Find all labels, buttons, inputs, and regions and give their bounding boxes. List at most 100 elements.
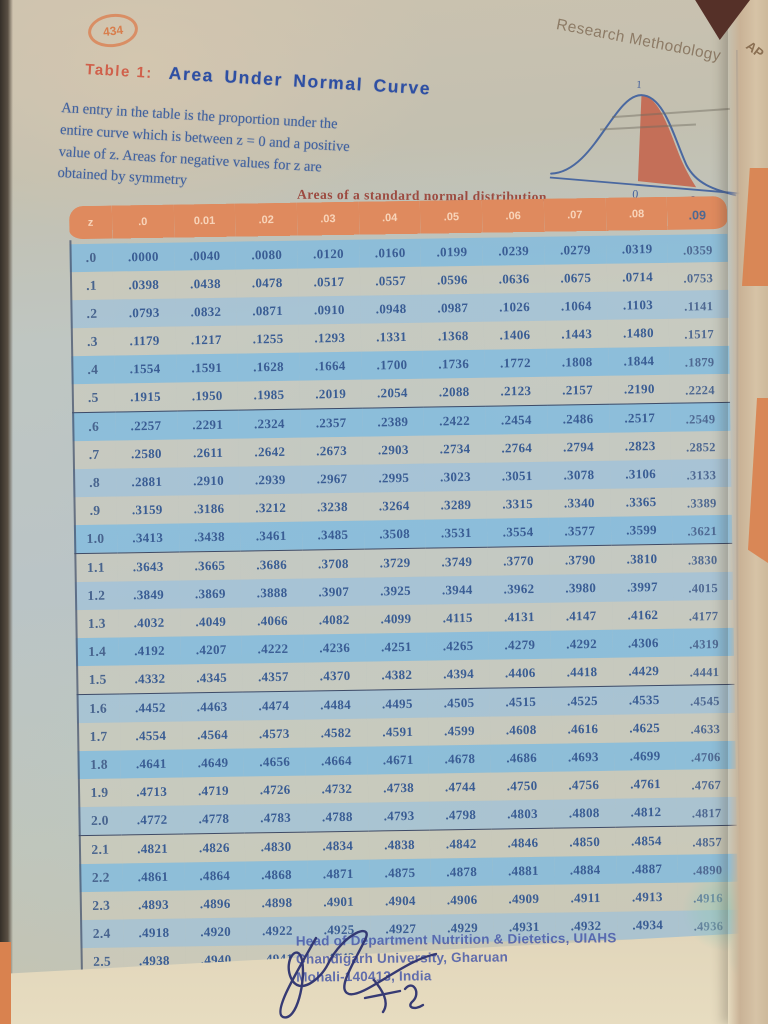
z-value: .7 — [72, 440, 116, 470]
cell: .4846 — [491, 827, 555, 858]
z-value: .3 — [70, 327, 114, 357]
cell: .0120 — [297, 239, 360, 269]
z-value: 2.1 — [78, 834, 122, 865]
col-header: .09 — [667, 195, 728, 235]
z-value: 1.6 — [76, 693, 120, 724]
cell: .2910 — [177, 466, 240, 496]
cell: .4616 — [551, 714, 615, 744]
cell: .4783 — [244, 803, 307, 833]
cell: .1628 — [237, 352, 300, 382]
cell: .1103 — [606, 290, 670, 320]
cell: .4868 — [245, 860, 308, 890]
cell: .1664 — [299, 351, 362, 381]
col-header: .04 — [358, 200, 421, 240]
cell: .3365 — [610, 487, 673, 517]
cell: .3830 — [672, 542, 733, 573]
cell: .1179 — [113, 326, 176, 356]
cell: .2881 — [115, 467, 178, 497]
cell: .1480 — [607, 318, 670, 348]
adjacent-page-decoration — [742, 168, 768, 286]
cell: .4545 — [674, 683, 735, 714]
cell: .4332 — [118, 664, 182, 694]
cell: .4292 — [550, 629, 613, 659]
cell: .1915 — [114, 382, 177, 412]
z-value: .8 — [73, 468, 117, 498]
cell: .4861 — [121, 862, 185, 892]
cell: .4066 — [241, 606, 304, 636]
cell: .2486 — [546, 403, 610, 434]
cell: .2995 — [362, 463, 425, 493]
cell: .4357 — [242, 662, 305, 692]
cell: .4713 — [120, 777, 183, 807]
cell: .4649 — [181, 748, 245, 778]
z-value: 1.8 — [77, 750, 121, 780]
cell: .0239 — [482, 236, 545, 266]
cell: .4706 — [675, 740, 736, 770]
cell: .0793 — [113, 298, 176, 328]
cell: .3621 — [672, 514, 733, 544]
cell: .3577 — [548, 516, 611, 546]
z-value: 1.7 — [76, 722, 121, 752]
cell: .0199 — [420, 237, 484, 267]
cell: .4893 — [122, 890, 185, 920]
cell: .4918 — [122, 918, 186, 948]
cell: .4656 — [243, 747, 306, 777]
cell: .4222 — [241, 634, 305, 664]
cell: .2324 — [238, 408, 301, 439]
z-value: 1.0 — [73, 524, 118, 554]
cell: .3749 — [425, 546, 488, 577]
cell: .0636 — [483, 264, 546, 294]
cell: .1517 — [669, 317, 730, 347]
cell: .4474 — [242, 690, 305, 721]
cell: .3997 — [611, 572, 674, 602]
col-header: .03 — [296, 201, 360, 241]
cell: .4896 — [184, 889, 247, 919]
cell: .3078 — [547, 460, 611, 490]
cell: .4798 — [429, 800, 492, 830]
cell: .4279 — [488, 630, 551, 660]
cell: .4306 — [612, 628, 675, 658]
cell: .3508 — [363, 519, 426, 549]
cell: .4452 — [119, 692, 182, 723]
cell: .3770 — [487, 545, 550, 576]
cell: .1141 — [668, 289, 729, 319]
cell: .2549 — [670, 401, 731, 432]
z-value: .4 — [71, 355, 115, 385]
cell: .4793 — [367, 801, 431, 831]
cell: .4573 — [243, 719, 306, 749]
z-value: 1.1 — [74, 552, 118, 583]
cell: .1772 — [484, 348, 547, 378]
cell: .3599 — [610, 515, 673, 545]
adjacent-page-text: AP — [743, 38, 767, 61]
shaded-area — [637, 95, 697, 188]
z-value: .9 — [73, 496, 117, 526]
cell: .4525 — [551, 685, 614, 716]
col-header: 0.01 — [173, 203, 236, 243]
cell: .3023 — [424, 462, 487, 492]
cell: .0160 — [359, 238, 422, 268]
cell: .4821 — [121, 833, 184, 864]
cell: .3790 — [549, 544, 612, 575]
cell: .3212 — [239, 493, 302, 523]
normal-table: z .0 0.01.02.03.04.05.06.07.08.09 .0.0000.… — [68, 195, 741, 1024]
cell: .0871 — [236, 296, 299, 326]
cell: .1591 — [175, 353, 238, 383]
cell: .4826 — [183, 832, 246, 863]
cell: .4082 — [303, 605, 366, 635]
cell: .4251 — [365, 632, 428, 662]
figure-axis — [549, 176, 740, 195]
x-label-zero: 0 — [632, 187, 639, 201]
cell: .4693 — [552, 742, 615, 772]
cell: .4418 — [550, 657, 614, 687]
cell: .4871 — [307, 859, 370, 889]
cell: .4750 — [490, 771, 554, 801]
cell: .1331 — [360, 322, 423, 352]
cell: .4515 — [489, 686, 552, 717]
cell: .0478 — [236, 268, 299, 298]
cell: .4265 — [427, 631, 490, 661]
cell: .2257 — [114, 410, 178, 441]
cell: .4207 — [180, 635, 243, 665]
cell: .0557 — [359, 266, 422, 296]
cell: .3643 — [117, 551, 180, 582]
